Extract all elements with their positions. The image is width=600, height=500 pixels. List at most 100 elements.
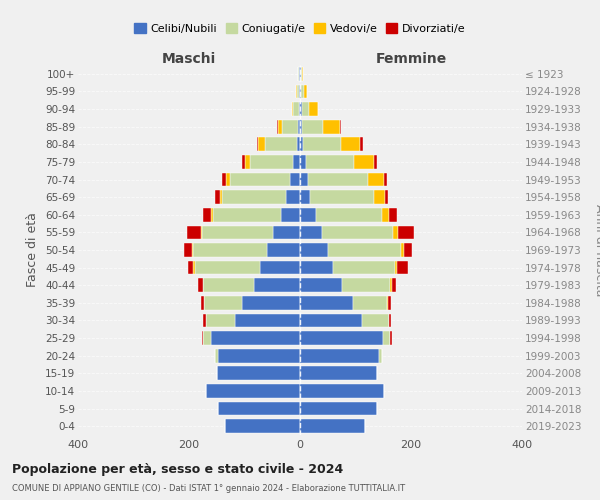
Bar bbox=[202, 226, 274, 239]
Bar bbox=[385, 190, 388, 204]
Bar bbox=[211, 331, 300, 345]
Bar bbox=[304, 138, 341, 151]
Bar bbox=[203, 314, 206, 328]
Bar bbox=[299, 84, 300, 98]
Bar bbox=[298, 67, 299, 80]
Bar bbox=[293, 155, 300, 169]
Bar bbox=[242, 155, 245, 169]
Bar bbox=[334, 260, 395, 274]
Bar bbox=[300, 226, 322, 239]
Bar bbox=[281, 208, 300, 222]
Y-axis label: Anni di nascita: Anni di nascita bbox=[593, 204, 600, 296]
Bar bbox=[218, 349, 300, 362]
Bar bbox=[286, 190, 300, 204]
Bar bbox=[387, 296, 388, 310]
Bar bbox=[353, 296, 387, 310]
Bar bbox=[217, 366, 300, 380]
Bar bbox=[194, 260, 260, 274]
Bar bbox=[300, 120, 302, 134]
Bar bbox=[300, 67, 301, 80]
Bar bbox=[223, 190, 286, 204]
Bar bbox=[298, 120, 300, 134]
Bar bbox=[230, 172, 290, 186]
Bar bbox=[299, 67, 300, 80]
Bar bbox=[340, 120, 341, 134]
Bar bbox=[341, 138, 361, 151]
Bar bbox=[310, 102, 318, 116]
Bar bbox=[300, 172, 308, 186]
Bar bbox=[404, 243, 412, 257]
Y-axis label: Fasce di età: Fasce di età bbox=[26, 212, 40, 288]
Bar bbox=[300, 260, 334, 274]
Bar bbox=[242, 296, 300, 310]
Bar bbox=[355, 155, 374, 169]
Bar bbox=[282, 120, 298, 134]
Bar bbox=[368, 172, 385, 186]
Bar bbox=[203, 208, 211, 222]
Bar bbox=[302, 67, 304, 80]
Bar bbox=[220, 190, 223, 204]
Bar bbox=[389, 314, 391, 328]
Bar bbox=[193, 243, 266, 257]
Bar bbox=[302, 120, 323, 134]
Bar bbox=[259, 138, 265, 151]
Bar bbox=[388, 296, 391, 310]
Bar bbox=[300, 278, 341, 292]
Bar bbox=[301, 67, 302, 80]
Bar bbox=[328, 243, 401, 257]
Bar bbox=[299, 102, 300, 116]
Bar bbox=[266, 243, 300, 257]
Bar bbox=[300, 366, 377, 380]
Bar bbox=[265, 138, 297, 151]
Bar bbox=[391, 331, 392, 345]
Bar bbox=[296, 84, 299, 98]
Bar bbox=[305, 155, 355, 169]
Bar bbox=[235, 314, 300, 328]
Bar bbox=[301, 84, 304, 98]
Bar bbox=[385, 172, 387, 186]
Bar bbox=[290, 172, 300, 186]
Bar bbox=[226, 172, 230, 186]
Bar bbox=[304, 84, 307, 98]
Bar bbox=[401, 243, 404, 257]
Bar bbox=[199, 278, 203, 292]
Bar bbox=[300, 296, 353, 310]
Bar bbox=[184, 243, 193, 257]
Bar bbox=[278, 120, 282, 134]
Legend: Celibi/Nubili, Coniugati/e, Vedovi/e, Divorziati/e: Celibi/Nubili, Coniugati/e, Vedovi/e, Di… bbox=[130, 19, 470, 38]
Bar bbox=[211, 208, 213, 222]
Text: Maschi: Maschi bbox=[162, 52, 216, 66]
Bar bbox=[397, 260, 408, 274]
Bar bbox=[215, 190, 220, 204]
Bar bbox=[293, 102, 299, 116]
Bar bbox=[202, 331, 203, 345]
Bar bbox=[206, 314, 235, 328]
Bar bbox=[391, 278, 392, 292]
Bar bbox=[300, 331, 383, 345]
Bar bbox=[206, 384, 300, 398]
Bar bbox=[218, 402, 300, 415]
Bar bbox=[297, 138, 300, 151]
Bar bbox=[300, 314, 362, 328]
Bar bbox=[379, 349, 382, 362]
Bar bbox=[374, 190, 385, 204]
Bar bbox=[213, 208, 281, 222]
Bar bbox=[374, 155, 377, 169]
Bar bbox=[260, 260, 300, 274]
Bar bbox=[302, 102, 310, 116]
Bar bbox=[187, 226, 201, 239]
Bar bbox=[215, 349, 218, 362]
Bar bbox=[204, 296, 242, 310]
Bar bbox=[398, 226, 415, 239]
Text: Femmine: Femmine bbox=[376, 52, 446, 66]
Bar bbox=[300, 155, 305, 169]
Text: COMUNE DI APPIANO GENTILE (CO) - Dati ISTAT 1° gennaio 2024 - Elaborazione TUTTI: COMUNE DI APPIANO GENTILE (CO) - Dati IS… bbox=[12, 484, 405, 493]
Bar bbox=[383, 331, 390, 345]
Bar bbox=[245, 155, 250, 169]
Bar bbox=[322, 226, 393, 239]
Text: Popolazione per età, sesso e stato civile - 2024: Popolazione per età, sesso e stato civil… bbox=[12, 462, 343, 475]
Bar bbox=[203, 331, 211, 345]
Bar bbox=[361, 138, 363, 151]
Bar bbox=[193, 260, 194, 274]
Bar bbox=[316, 208, 382, 222]
